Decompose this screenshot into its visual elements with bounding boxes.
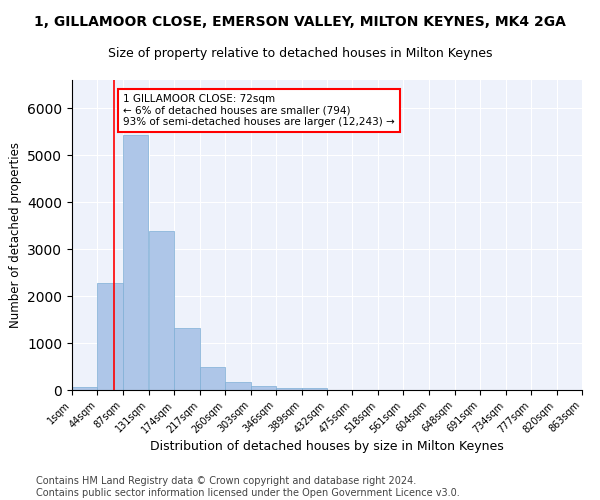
Bar [276,388,302,390]
Text: Contains HM Land Registry data © Crown copyright and database right 2024.
Contai: Contains HM Land Registry data © Crown c… [36,476,460,498]
Text: 1, GILLAMOOR CLOSE, EMERSON VALLEY, MILTON KEYNES, MK4 2GA: 1, GILLAMOOR CLOSE, EMERSON VALLEY, MILT… [34,15,566,29]
Bar [251,386,276,390]
Bar [200,368,225,390]
Text: 1 GILLAMOOR CLOSE: 72sqm
← 6% of detached houses are smaller (794)
93% of semi-d: 1 GILLAMOOR CLOSE: 72sqm ← 6% of detache… [123,94,395,128]
Bar [123,136,148,390]
Bar [302,388,327,390]
Bar [175,328,200,390]
Bar [72,386,97,390]
Bar [149,231,175,390]
Y-axis label: Number of detached properties: Number of detached properties [8,142,22,328]
Text: Size of property relative to detached houses in Milton Keynes: Size of property relative to detached ho… [108,48,492,60]
Bar [225,382,251,390]
Bar [97,283,123,390]
X-axis label: Distribution of detached houses by size in Milton Keynes: Distribution of detached houses by size … [150,440,504,454]
